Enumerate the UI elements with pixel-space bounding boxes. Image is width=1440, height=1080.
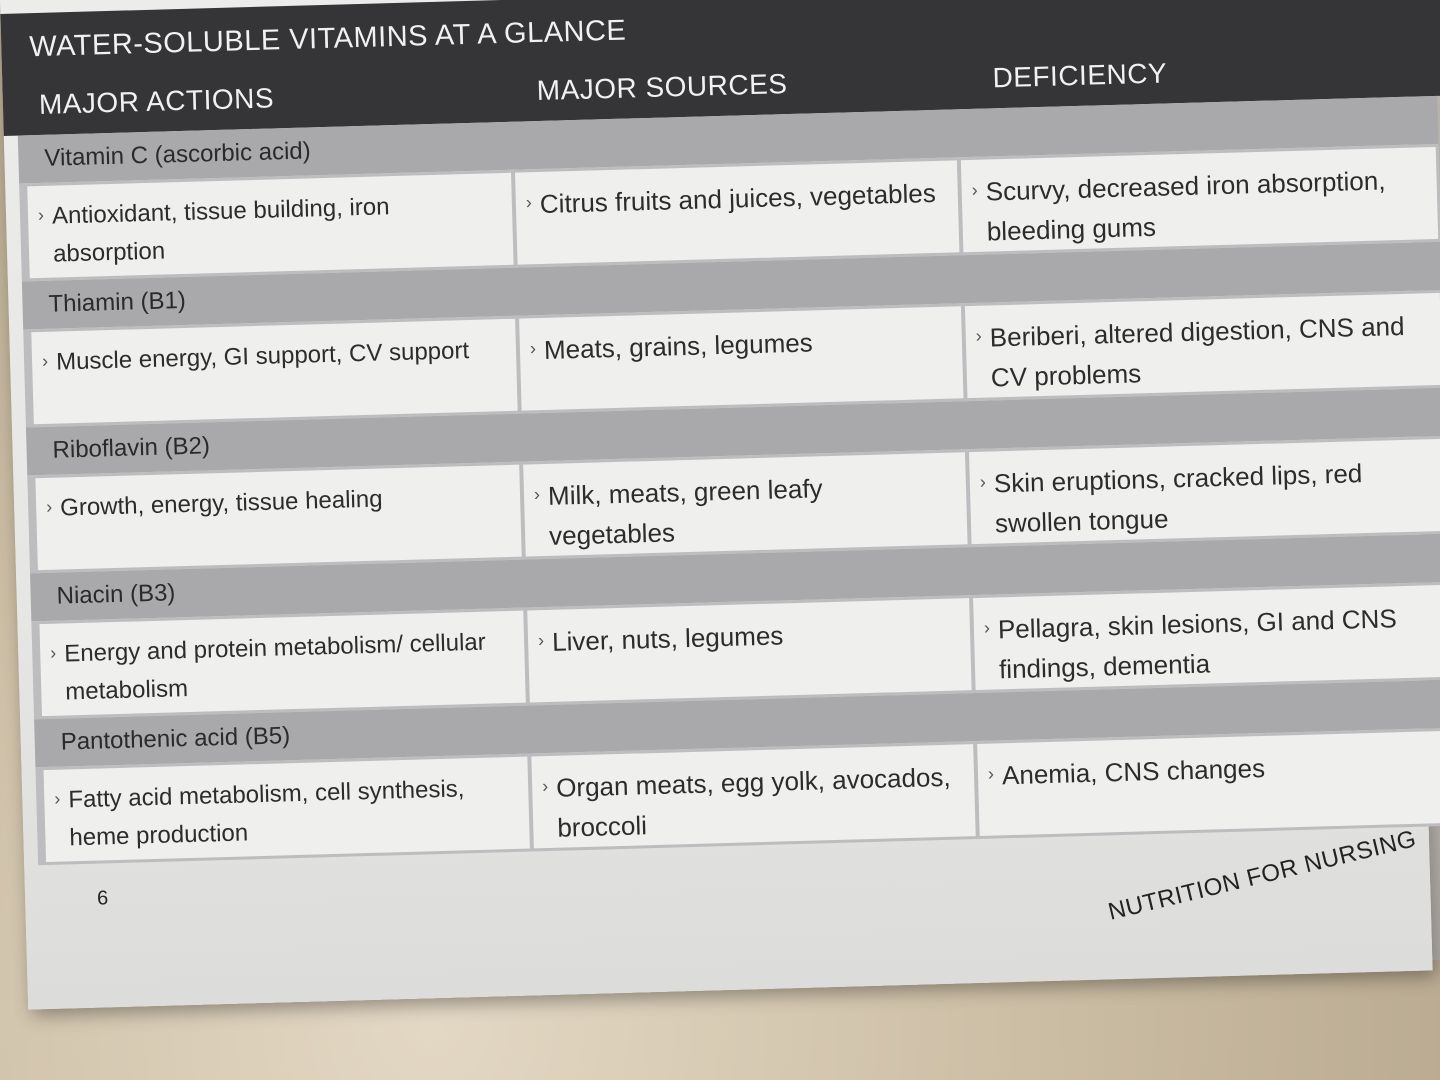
bullet-icon: ›	[987, 763, 995, 784]
bullet-icon: ›	[971, 179, 978, 200]
sources-cell: › Meats, grains, legumes	[519, 306, 964, 411]
sources-text: Citrus fruits and juices, vegetables	[539, 177, 937, 219]
bullet-icon: ›	[983, 617, 991, 638]
sources-cell: › Milk, meats, green leafy vegetables	[523, 452, 968, 557]
deficiency-text: Beriberi, altered digestion, CNS and CV …	[989, 310, 1405, 393]
bullet-icon: ›	[525, 192, 533, 213]
actions-cell: › Fatty acid metabolism, cell synthesis, …	[43, 756, 530, 863]
deficiency-text: Anemia, CNS changes	[1001, 752, 1266, 791]
actions-text: Growth, energy, tissue healing	[59, 485, 383, 522]
actions-cell: › Energy and protein metabolism/ cellular…	[39, 610, 526, 717]
book-page: WATER-SOLUBLE VITAMINS AT A GLANCE MAJOR…	[0, 0, 1440, 1010]
column-header-deficiency: DEFICIENCY	[992, 57, 1168, 94]
sources-cell: › Liver, nuts, legumes	[527, 598, 972, 703]
sources-cell: › Citrus fruits and juices, vegetables	[515, 160, 960, 265]
deficiency-text: Skin eruptions, cracked lips, red swolle…	[993, 458, 1363, 539]
bullet-icon: ›	[979, 471, 987, 492]
column-header-sources: MAJOR SOURCES	[536, 68, 788, 107]
actions-text: Muscle energy, GI support, CV support	[55, 337, 470, 376]
bullet-icon: ›	[541, 776, 549, 797]
bullet-icon: ›	[529, 338, 537, 359]
actions-cell: › Muscle energy, GI support, CV support	[31, 318, 518, 425]
bullet-icon: ›	[54, 788, 61, 809]
deficiency-cell: › Skin eruptions, cracked lips, red swoll…	[969, 438, 1440, 545]
deficiency-text: Scurvy, decreased iron absorption, bleed…	[985, 165, 1386, 247]
actions-cell: › Growth, energy, tissue healing	[35, 464, 522, 571]
bullet-icon: ›	[975, 325, 983, 346]
bullet-icon: ›	[37, 204, 45, 226]
sources-text: Liver, nuts, legumes	[551, 620, 784, 657]
page-number: 6	[96, 887, 109, 910]
deficiency-cell: › Anemia, CNS changes	[977, 730, 1440, 836]
bullet-icon: ›	[533, 484, 541, 505]
page-title: WATER-SOLUBLE VITAMINS AT A GLANCE	[28, 14, 627, 64]
deficiency-cell: › Beriberi, altered digestion, CNS and CV…	[964, 292, 1440, 399]
actions-text: Antioxidant, tissue building, iron absor…	[51, 193, 390, 268]
actions-text: Fatty acid metabolism, cell synthesis, h…	[67, 775, 465, 852]
column-header-actions: MAJOR ACTIONS	[38, 82, 275, 120]
sources-text: Organ meats, egg yolk, avocados, broccol…	[555, 761, 952, 843]
sources-cell: › Organ meats, egg yolk, avocados, brocco…	[531, 744, 976, 849]
vitamins-table: Vitamin C (ascorbic acid) › Antioxidant, …	[17, 95, 1440, 866]
bullet-icon: ›	[49, 642, 57, 663]
deficiency-text: Pellagra, skin lesions, GI and CNS findi…	[997, 603, 1398, 685]
actions-cell: › Antioxidant, tissue building, iron abso…	[27, 172, 514, 279]
book-title-footer: NUTRITION FOR NURSING	[1105, 825, 1419, 926]
sources-text: Milk, meats, green leafy vegetables	[547, 473, 823, 551]
actions-text: Energy and protein metabolism/ cellular …	[63, 628, 487, 706]
deficiency-cell: › Scurvy, decreased iron absorption, blee…	[960, 146, 1439, 253]
deficiency-cell: › Pellagra, skin lesions, GI and CNS find…	[973, 584, 1440, 691]
sources-text: Meats, grains, legumes	[543, 327, 814, 365]
bullet-icon: ›	[41, 350, 49, 371]
bullet-icon: ›	[537, 630, 545, 651]
bullet-icon: ›	[45, 496, 53, 517]
